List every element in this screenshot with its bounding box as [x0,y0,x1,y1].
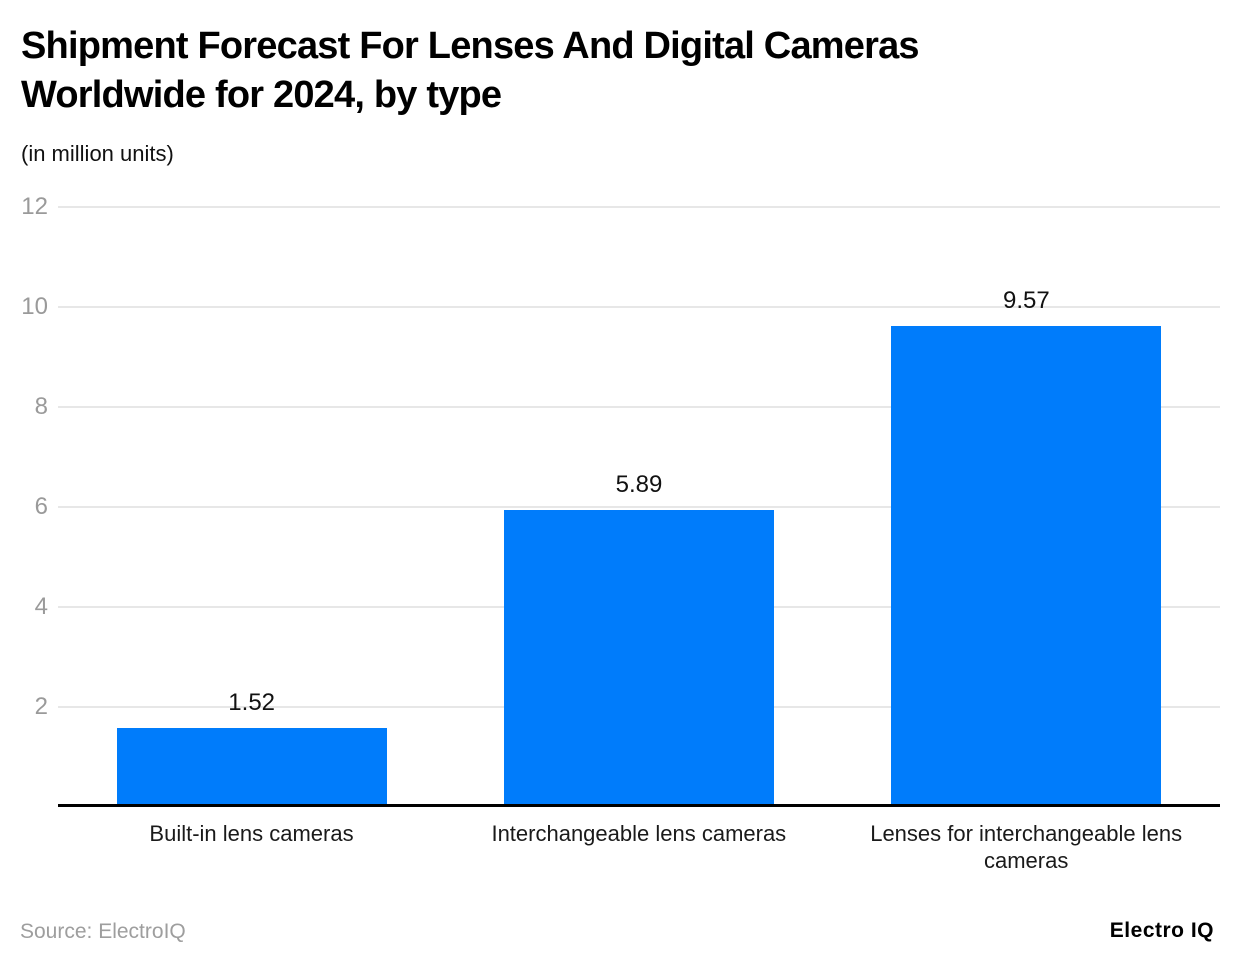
gridline [58,406,1220,408]
bar [891,325,1162,804]
y-axis-tick-label: 4 [34,593,48,620]
plot-area: 1.52 5.89 9.57 [58,206,1220,807]
bar-group: 1.52 [116,207,387,804]
bar-value-label: 5.89 [615,470,663,498]
chart-title-line-2: Worldwide for 2024, by type [21,74,502,116]
bar-value-label: 9.57 [1002,286,1050,314]
gridline [58,506,1220,508]
y-axis-tick-label: 12 [21,193,48,220]
bar [116,728,387,804]
y-axis-tick-label: 2 [34,693,48,720]
chart-title-line-1: Shipment Forecast For Lenses And Digital… [21,25,920,67]
y-axis-tick-label: 8 [34,393,48,420]
brand-logo: Electro IQ [1109,919,1214,942]
gridline [58,306,1220,308]
chart-subtitle: (in million units) [21,141,174,166]
x-axis-category-label: Lenses for interchangeable lens cameras [870,821,1183,873]
bar-value-label: 1.52 [228,689,276,716]
x-axis-category-label: Built-in lens cameras [149,821,354,846]
bar-group: 9.57 [891,207,1162,804]
bar [504,509,774,804]
source-note: Source: ElectroIQ [20,920,186,943]
bar-group: 5.89 [504,207,774,804]
chart-title: Shipment Forecast For Lenses And Digital… [21,22,1081,120]
gridline [58,206,1220,208]
x-axis-category-label: Interchangeable lens cameras [491,821,787,846]
y-axis-tick-label: 10 [21,293,48,320]
y-axis-tick-label: 6 [34,493,48,520]
